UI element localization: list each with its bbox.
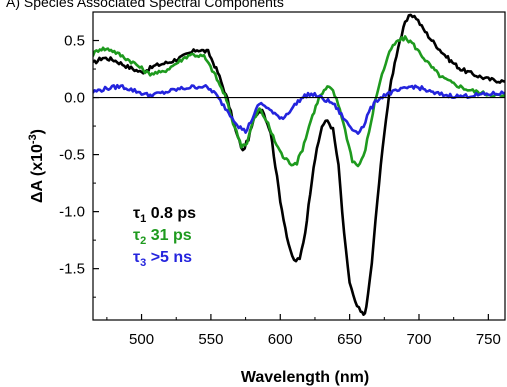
x-tick-label: 600 [268, 331, 293, 348]
y-tick-label: 0.0 [64, 90, 85, 107]
series-line-2 [93, 35, 505, 168]
chart-title: A) Species Associated Spectral Component… [6, 0, 284, 10]
x-tick-label: 550 [198, 331, 223, 348]
x-tick-label: 650 [337, 331, 362, 348]
legend-entry-3: τ3 >5 ns [133, 249, 192, 269]
legend-entry-1: τ1 0.8 ps [133, 205, 196, 225]
x-tick-label: 500 [129, 331, 154, 348]
plot-frame [92, 11, 506, 321]
y-tick-label: -1.0 [59, 204, 85, 221]
y-tick-label: -0.5 [59, 147, 85, 164]
series-line-1 [93, 13, 505, 317]
x-axis-label: Wavelength (nm) [241, 369, 369, 386]
legend-entry-2: τ2 31 ps [133, 227, 192, 247]
x-tick-label: 750 [476, 331, 501, 348]
y-tick-label: -1.5 [59, 261, 85, 278]
series-line-3 [93, 83, 505, 135]
y-tick-label: 0.5 [64, 33, 85, 50]
x-tick-label: 700 [406, 331, 431, 348]
y-axis-label: ΔA (x10-3) [27, 129, 46, 203]
